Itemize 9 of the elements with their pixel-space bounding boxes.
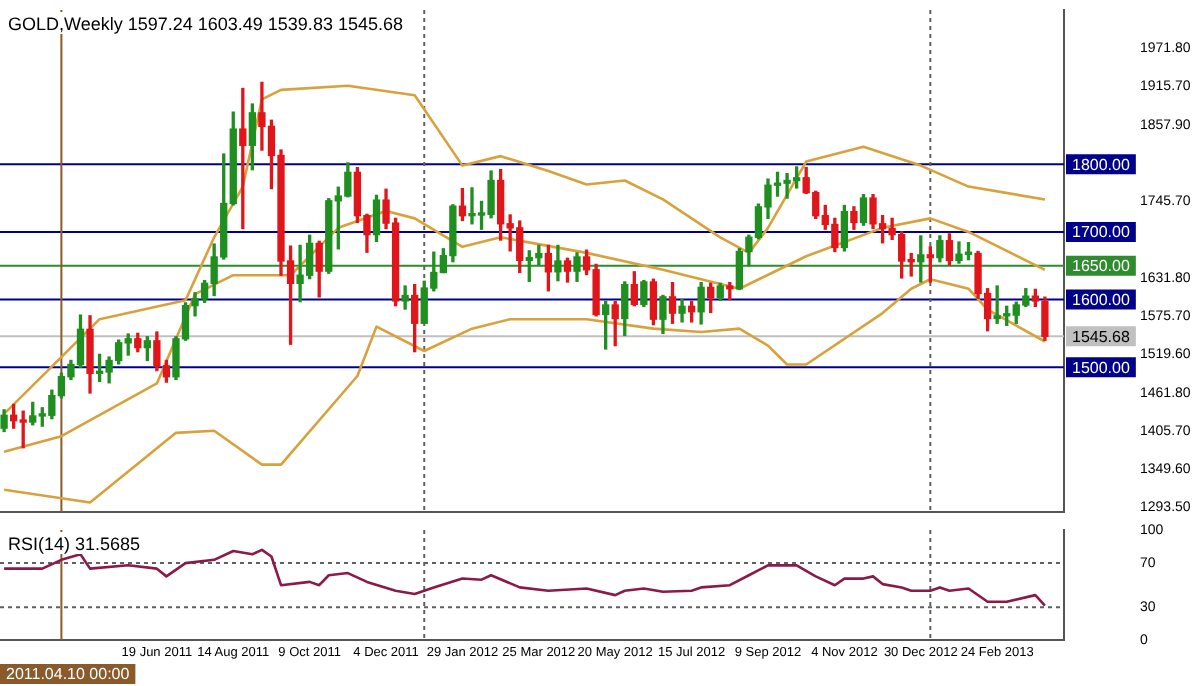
ref-line-label: 1650.00: [1072, 257, 1131, 276]
ref-line-label: 1500.00: [1072, 358, 1131, 377]
ref-line-label: 1700.00: [1072, 223, 1131, 242]
ref-line-label: 2011.04.10 00:00: [6, 665, 131, 684]
chart-title: RSI(14) 31.5685: [8, 533, 141, 554]
chart-title: GOLD,Weekly 1597.24 1603.49 1539.83 1545.68: [8, 13, 403, 34]
ref-line-label: 1600.00: [1072, 290, 1131, 309]
ref-line-label: 1545.68: [1072, 327, 1131, 346]
ref-line-label: 1800.00: [1072, 155, 1131, 174]
